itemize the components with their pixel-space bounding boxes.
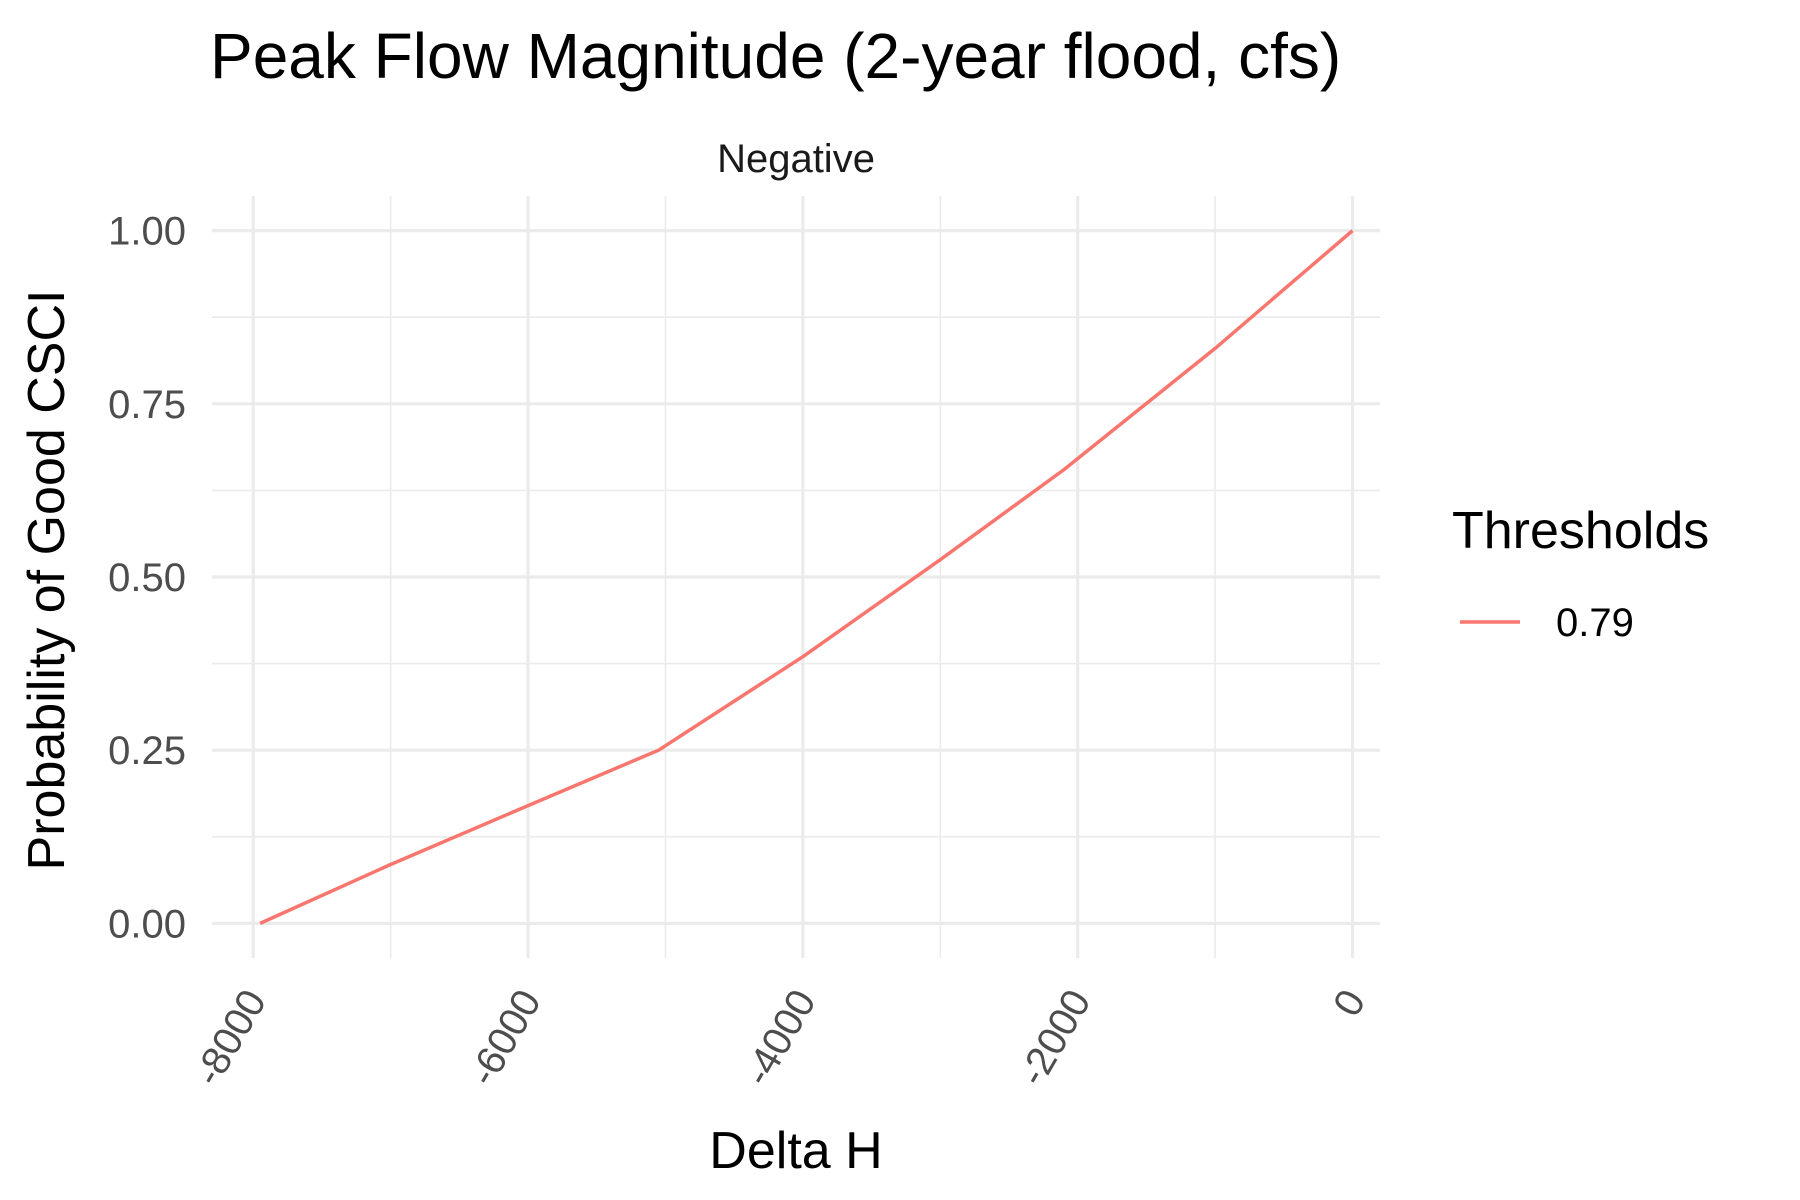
- series-line: [259, 229, 1354, 925]
- x-tick-labels: -8000 -6000 -4000 -2000 0: [186, 983, 1375, 1094]
- legend-entry-label: 0.79: [1556, 601, 1634, 645]
- chart-title: Peak Flow Magnitude (2-year flood, cfs): [210, 20, 1341, 92]
- legend: Thresholds 0.79: [1452, 502, 1709, 645]
- y-tick-labels: 0.00 0.25 0.50 0.75 1.00: [108, 210, 186, 947]
- y-tick-label: 1.00: [108, 210, 186, 254]
- x-axis-title: Delta H: [709, 1122, 882, 1180]
- x-tick-label: 0: [1325, 983, 1374, 1024]
- facet-strip-label: Negative: [717, 137, 875, 181]
- y-tick-label: 0.75: [108, 383, 186, 427]
- y-tick-label: 0.50: [108, 556, 186, 600]
- x-tick-label: -2000: [1010, 983, 1099, 1094]
- y-tick-label: 0.00: [108, 902, 186, 946]
- series-lines: [259, 229, 1354, 925]
- x-tick-label: -8000: [186, 983, 275, 1094]
- y-axis-title: Probability of Good CSCI: [18, 290, 76, 871]
- grid-lines: [212, 196, 1380, 958]
- x-tick-label: -4000: [735, 983, 824, 1094]
- legend-title: Thresholds: [1452, 502, 1709, 560]
- y-tick-label: 0.25: [108, 729, 186, 773]
- x-tick-label: -6000: [461, 983, 550, 1094]
